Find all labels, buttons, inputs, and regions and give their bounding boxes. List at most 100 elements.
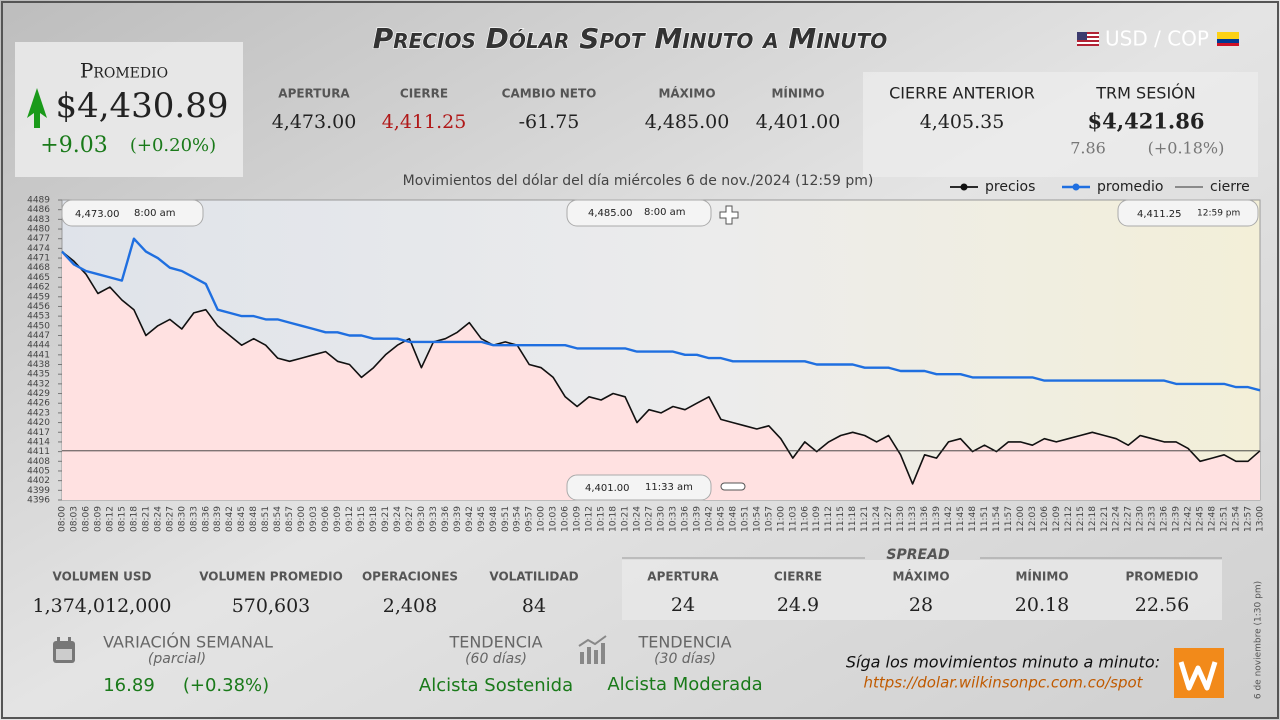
x-tick-label: 12:36	[1160, 506, 1170, 532]
spread-label: APERTURA	[647, 570, 719, 584]
trend60-label: TENDENCIA	[448, 633, 542, 652]
x-tick-label: 11:18	[848, 506, 858, 532]
price-area	[62, 251, 1260, 500]
x-tick-label: 10:00	[537, 506, 547, 532]
footer-cta: Síga los movimientos minuto a minuto:	[846, 653, 1160, 672]
x-tick-label: 12:24	[1112, 506, 1122, 532]
y-tick-label: 4441	[27, 350, 50, 360]
x-tick-label: 08:03	[69, 506, 79, 532]
x-tick-label: 10:06	[561, 506, 571, 532]
x-tick-label: 08:51	[261, 506, 271, 532]
volume-value: 570,603	[232, 595, 311, 617]
trm-label: TRM SESIÓN	[1095, 84, 1195, 103]
annotation-box	[61, 199, 204, 227]
x-tick-label: 08:42	[225, 506, 235, 532]
stat-value: -61.75	[519, 111, 580, 133]
annotation-time: 8:00 am	[644, 207, 686, 218]
x-tick-label: 08:45	[237, 506, 247, 532]
stat-value: 4,485.00	[645, 111, 730, 133]
x-tick-label: 09:57	[525, 506, 535, 532]
x-tick-label: 12:45	[1196, 506, 1206, 532]
y-tick-label: 4414	[27, 437, 50, 447]
x-tick-label: 08:33	[189, 506, 199, 532]
y-tick-label: 4438	[27, 360, 50, 370]
trm-change-pct: (+0.18%)	[1148, 139, 1225, 158]
x-tick-label: 11:00	[776, 506, 786, 532]
x-tick-label: 12:03	[1028, 506, 1038, 532]
y-tick-label: 4459	[27, 292, 50, 302]
x-tick-label: 12:18	[1088, 506, 1098, 532]
x-tick-label: 12:33	[1148, 506, 1158, 532]
weekly-pct: (+0.38%)	[183, 675, 269, 696]
x-tick-label: 11:03	[788, 506, 798, 532]
footer-url[interactable]: https://dolar.wilkinsonpc.com.co/spot	[863, 674, 1143, 692]
stat-label: MÁXIMO	[658, 86, 715, 101]
x-tick-label: 11:24	[872, 506, 882, 532]
x-tick-label: 09:27	[405, 506, 415, 532]
x-tick-label: 10:45	[716, 506, 726, 532]
co-flag	[1217, 32, 1239, 46]
x-tick-label: 11:45	[956, 506, 966, 532]
y-tick-label: 4423	[27, 408, 50, 418]
x-tick-label: 12:57	[1244, 506, 1254, 532]
x-tick-label: 11:51	[980, 506, 990, 532]
annotation-time: 8:00 am	[134, 208, 176, 219]
x-tick-label: 08:00	[58, 506, 68, 532]
legend-label: precios	[985, 179, 1035, 195]
x-tick-label: 09:33	[429, 506, 439, 532]
x-tick-label: 12:21	[1100, 506, 1110, 532]
spread-value: 20.18	[1015, 594, 1069, 616]
x-tick-label: 09:00	[297, 506, 307, 532]
x-tick-label: 08:36	[201, 506, 211, 532]
y-tick-label: 4477	[27, 234, 50, 244]
legend-label: promedio	[1097, 179, 1164, 195]
x-tick-label: 10:24	[633, 506, 643, 532]
stat-value: 4,401.00	[756, 111, 841, 133]
x-tick-label: 10:15	[597, 506, 607, 532]
x-tick-label: 10:18	[609, 506, 619, 532]
x-tick-label: 10:48	[728, 506, 738, 532]
x-tick-label: 11:33	[908, 506, 918, 532]
y-tick-label: 4420	[27, 418, 50, 428]
x-tick-label: 10:12	[585, 506, 595, 532]
x-tick-label: 11:21	[860, 506, 870, 532]
y-tick-label: 4456	[27, 302, 50, 312]
x-tick-label: 12:39	[1172, 506, 1182, 532]
y-tick-label: 4468	[27, 263, 50, 273]
x-tick-label: 08:24	[153, 506, 163, 532]
x-tick-label: 10:09	[573, 506, 583, 532]
logo[interactable]	[1174, 648, 1224, 698]
x-tick-label: 11:36	[920, 506, 930, 532]
annotation-time: 12:59 pm	[1197, 209, 1240, 219]
x-tick-label: 09:39	[453, 506, 463, 532]
close-panel	[863, 72, 1258, 177]
spread-panel	[622, 560, 1222, 620]
x-tick-label: 11:54	[992, 506, 1002, 532]
x-tick-label: 08:48	[249, 506, 259, 532]
x-tick-label: 09:48	[489, 506, 499, 532]
trend-icon	[578, 635, 607, 664]
x-tick-label: 11:42	[944, 506, 954, 532]
x-tick-label: 08:54	[273, 506, 283, 532]
spread-value: 28	[909, 594, 933, 616]
x-tick-label: 08:57	[285, 506, 295, 532]
x-tick-label: 08:12	[105, 506, 115, 532]
x-tick-label: 12:06	[1040, 506, 1050, 532]
y-tick-label: 4444	[27, 341, 50, 351]
x-tick-label: 10:30	[657, 506, 667, 532]
x-tick-label: 12:12	[1064, 506, 1074, 532]
weekly-label: VARIACIÓN SEMANAL	[103, 633, 273, 652]
weekly-value: 16.89	[103, 675, 155, 696]
x-tick-label: 13:00	[1256, 506, 1266, 532]
x-tick-label: 08:21	[141, 506, 151, 532]
x-tick-label: 09:21	[381, 506, 391, 532]
annotation-time: 11:33 am	[645, 482, 693, 493]
y-tick-label: 4411	[27, 447, 50, 457]
y-tick-label: 4486	[27, 205, 50, 215]
x-tick-label: 12:30	[1136, 506, 1146, 532]
title: Precios Dólar Spot Minuto a Minuto	[373, 22, 888, 55]
trend60-value: Alcista Sostenida	[419, 675, 573, 696]
y-tick-label: 4474	[27, 244, 50, 254]
y-tick-label: 4399	[27, 486, 50, 496]
